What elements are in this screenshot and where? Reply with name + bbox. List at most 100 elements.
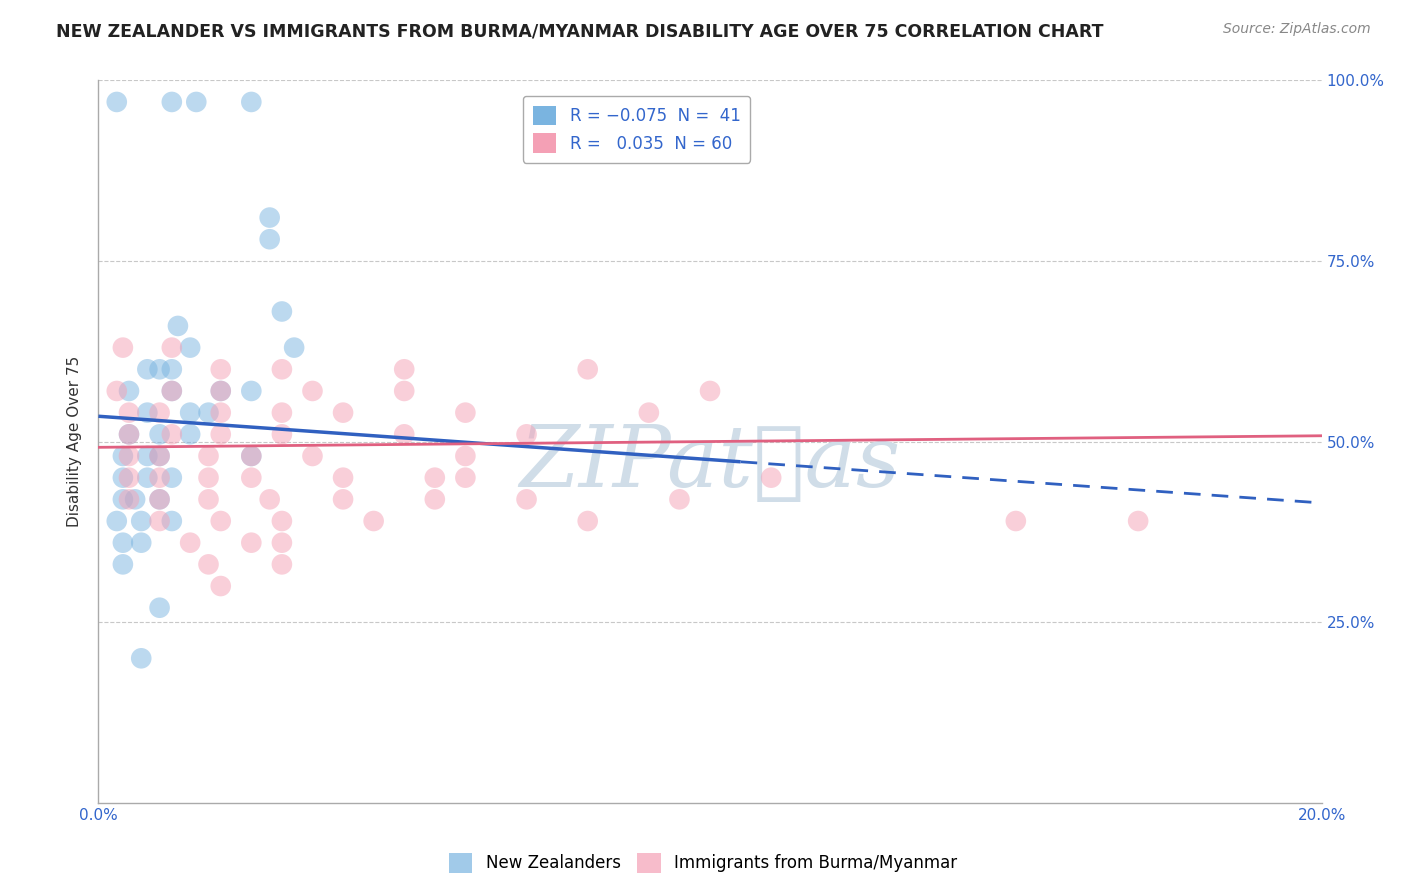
Point bbox=[240, 535, 263, 549]
Point bbox=[149, 449, 172, 463]
Point bbox=[179, 427, 201, 442]
Point bbox=[270, 558, 292, 572]
Point bbox=[160, 362, 183, 376]
Point bbox=[111, 470, 134, 484]
Point bbox=[111, 341, 134, 355]
Point bbox=[209, 514, 232, 528]
Point bbox=[179, 341, 201, 355]
Point bbox=[454, 470, 477, 484]
Point bbox=[209, 406, 232, 420]
Point bbox=[136, 406, 159, 420]
Point bbox=[240, 384, 263, 398]
Point bbox=[160, 470, 183, 484]
Point bbox=[149, 492, 172, 507]
Point bbox=[149, 470, 172, 484]
Point bbox=[136, 449, 159, 463]
Point bbox=[240, 449, 263, 463]
Point bbox=[270, 427, 292, 442]
Point bbox=[270, 535, 292, 549]
Point bbox=[392, 427, 416, 442]
Point bbox=[111, 535, 134, 549]
Point bbox=[136, 470, 159, 484]
Point bbox=[259, 211, 281, 225]
Point bbox=[423, 492, 446, 507]
Point bbox=[259, 492, 281, 507]
Point bbox=[332, 492, 354, 507]
Point bbox=[118, 492, 141, 507]
Point bbox=[105, 384, 128, 398]
Point bbox=[301, 384, 323, 398]
Point bbox=[209, 384, 232, 398]
Point bbox=[149, 514, 172, 528]
Point bbox=[516, 427, 538, 442]
Point bbox=[149, 449, 172, 463]
Point bbox=[576, 514, 599, 528]
Point bbox=[149, 406, 172, 420]
Point bbox=[118, 384, 141, 398]
Point bbox=[149, 492, 172, 507]
Point bbox=[668, 492, 690, 507]
Point bbox=[129, 651, 152, 665]
Point bbox=[240, 449, 263, 463]
Point bbox=[576, 362, 599, 376]
Point bbox=[160, 341, 183, 355]
Point bbox=[270, 304, 292, 318]
Point bbox=[111, 449, 134, 463]
Point bbox=[105, 514, 128, 528]
Point bbox=[118, 427, 141, 442]
Point bbox=[160, 427, 183, 442]
Text: NEW ZEALANDER VS IMMIGRANTS FROM BURMA/MYANMAR DISABILITY AGE OVER 75 CORRELATIO: NEW ZEALANDER VS IMMIGRANTS FROM BURMA/M… bbox=[56, 22, 1104, 40]
Point bbox=[118, 406, 141, 420]
Point bbox=[160, 384, 183, 398]
Point bbox=[270, 514, 292, 528]
Point bbox=[118, 470, 141, 484]
Point bbox=[240, 470, 263, 484]
Point bbox=[1128, 514, 1150, 528]
Point bbox=[454, 449, 477, 463]
Point bbox=[516, 492, 538, 507]
Point bbox=[167, 318, 190, 333]
Point bbox=[179, 535, 201, 549]
Point bbox=[209, 579, 232, 593]
Point bbox=[149, 362, 172, 376]
Point bbox=[363, 514, 385, 528]
Point bbox=[118, 427, 141, 442]
Point bbox=[1004, 514, 1026, 528]
Point bbox=[160, 95, 183, 109]
Point bbox=[111, 558, 134, 572]
Point bbox=[197, 470, 219, 484]
Point bbox=[423, 470, 446, 484]
Point bbox=[283, 341, 305, 355]
Point bbox=[240, 95, 263, 109]
Point bbox=[197, 492, 219, 507]
Legend: New Zealanders, Immigrants from Burma/Myanmar: New Zealanders, Immigrants from Burma/My… bbox=[443, 847, 963, 880]
Point bbox=[209, 384, 232, 398]
Point bbox=[270, 406, 292, 420]
Point bbox=[209, 362, 232, 376]
Point bbox=[454, 406, 477, 420]
Point bbox=[197, 406, 219, 420]
Point bbox=[332, 406, 354, 420]
Point bbox=[699, 384, 721, 398]
Point bbox=[759, 470, 782, 484]
Point bbox=[209, 427, 232, 442]
Point bbox=[160, 384, 183, 398]
Point bbox=[637, 406, 661, 420]
Point bbox=[105, 95, 128, 109]
Point bbox=[179, 406, 201, 420]
Point bbox=[124, 492, 146, 507]
Point bbox=[392, 362, 416, 376]
Point bbox=[111, 492, 134, 507]
Point bbox=[160, 514, 183, 528]
Point bbox=[270, 362, 292, 376]
Point bbox=[392, 384, 416, 398]
Y-axis label: Disability Age Over 75: Disability Age Over 75 bbox=[66, 356, 82, 527]
Point bbox=[149, 600, 172, 615]
Text: Source: ZipAtlas.com: Source: ZipAtlas.com bbox=[1223, 22, 1371, 37]
Point bbox=[186, 95, 208, 109]
Point bbox=[197, 558, 219, 572]
Point bbox=[129, 514, 152, 528]
Text: ZIPatℓas: ZIPatℓas bbox=[519, 422, 901, 505]
Point bbox=[136, 362, 159, 376]
Point bbox=[129, 535, 152, 549]
